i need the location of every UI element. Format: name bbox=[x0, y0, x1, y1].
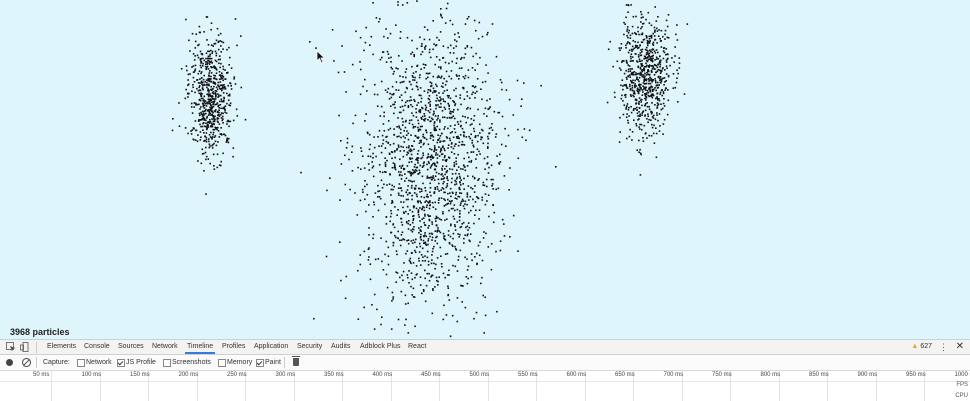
memory-checkbox[interactable] bbox=[218, 359, 226, 367]
capture-label: Capture: bbox=[43, 355, 70, 370]
ruler-gridline bbox=[51, 371, 52, 401]
paint-option-label[interactable]: Paint bbox=[265, 355, 281, 370]
toolbar-separator bbox=[36, 357, 37, 368]
ruler-tick-label: 750 ms bbox=[712, 372, 732, 378]
particle-field bbox=[0, 0, 970, 339]
timeline-toolbar: Capture: Network JS Profile Screenshots Mem… bbox=[0, 355, 970, 371]
devtools-panel: ▲627 ⋮ ✕ Elements Console Sources Network Ti… bbox=[0, 339, 970, 401]
tab-application[interactable]: Application bbox=[252, 340, 290, 354]
ruler-tick-label: 100 ms bbox=[82, 372, 102, 378]
tab-adblock-plus[interactable]: Adblock Plus bbox=[358, 340, 402, 354]
ruler-tick-label: 600 ms bbox=[567, 372, 587, 378]
toolbar-separator bbox=[284, 357, 285, 368]
particle-count-label: 3968 particles bbox=[10, 327, 70, 337]
ruler-tick-label: 50 ms bbox=[33, 372, 49, 378]
ruler-tick-label: 350 ms bbox=[324, 372, 344, 378]
ruler-tick-label: 1000 ms bbox=[955, 372, 970, 378]
network-checkbox[interactable] bbox=[77, 359, 85, 367]
ruler-tick-label: 300 ms bbox=[276, 372, 296, 378]
ruler-tick-label: 250 ms bbox=[227, 372, 247, 378]
tab-audits[interactable]: Audits bbox=[329, 340, 352, 354]
warning-count: 627 bbox=[920, 343, 932, 350]
close-icon[interactable]: ✕ bbox=[956, 340, 964, 354]
tab-network[interactable]: Network bbox=[150, 340, 180, 354]
js-profile-checkbox[interactable] bbox=[117, 359, 125, 367]
ruler-tick-label: 800 ms bbox=[761, 372, 781, 378]
js-profile-option-label[interactable]: JS Profile bbox=[126, 355, 156, 370]
tab-security[interactable]: Security bbox=[295, 340, 324, 354]
screenshots-option-label[interactable]: Screenshots bbox=[172, 355, 211, 370]
tab-timeline[interactable]: Timeline bbox=[185, 340, 215, 354]
device-toolbar-icon[interactable] bbox=[20, 342, 30, 352]
ruler-tick-label: 950 ms bbox=[906, 372, 926, 378]
ruler-tick-label: 900 ms bbox=[858, 372, 878, 378]
tab-profiles[interactable]: Profiles bbox=[220, 340, 247, 354]
ruler-tick-label: 400 ms bbox=[373, 372, 393, 378]
ruler-tick-label: 150 ms bbox=[130, 372, 150, 378]
ruler-tick-label: 650 ms bbox=[615, 372, 635, 378]
timeline-ruler: FPS CPU 50 ms 100 ms 150 ms 200 ms 250 ms 300… bbox=[0, 371, 970, 401]
cpu-label: CPU bbox=[955, 393, 968, 399]
ruler-tick-label: 200 ms bbox=[179, 372, 199, 378]
ruler-tick-label: 450 ms bbox=[421, 372, 441, 378]
warning-indicator[interactable]: ▲627 bbox=[911, 340, 932, 354]
ruler-tick-label: 700 ms bbox=[664, 372, 684, 378]
tab-console[interactable]: Console bbox=[82, 340, 112, 354]
mouse-cursor-icon bbox=[316, 50, 326, 64]
warning-icon: ▲ bbox=[911, 343, 918, 350]
more-options-icon[interactable]: ⋮ bbox=[939, 340, 948, 354]
trash-icon[interactable] bbox=[293, 358, 299, 366]
screenshots-checkbox[interactable] bbox=[163, 359, 171, 367]
fps-label: FPS bbox=[956, 382, 968, 388]
ruler-tick-label: 500 ms bbox=[470, 372, 490, 378]
record-icon[interactable] bbox=[6, 359, 13, 366]
ruler-baseline bbox=[0, 381, 970, 382]
tab-separator bbox=[36, 342, 37, 353]
tab-sources[interactable]: Sources bbox=[116, 340, 146, 354]
clear-icon[interactable] bbox=[22, 358, 31, 367]
inspect-element-icon[interactable] bbox=[6, 342, 16, 352]
ruler-tick-label: 850 ms bbox=[809, 372, 829, 378]
ruler-tick-label: 550 ms bbox=[518, 372, 538, 378]
tab-react[interactable]: React bbox=[406, 340, 428, 354]
tab-elements[interactable]: Elements bbox=[45, 340, 78, 354]
paint-checkbox[interactable] bbox=[256, 359, 264, 367]
memory-option-label[interactable]: Memory bbox=[227, 355, 252, 370]
particle-canvas[interactable]: 3968 particles bbox=[0, 0, 970, 339]
devtools-tab-bar: ▲627 ⋮ ✕ Elements Console Sources Network Ti… bbox=[0, 340, 970, 355]
network-option-label[interactable]: Network bbox=[86, 355, 112, 370]
